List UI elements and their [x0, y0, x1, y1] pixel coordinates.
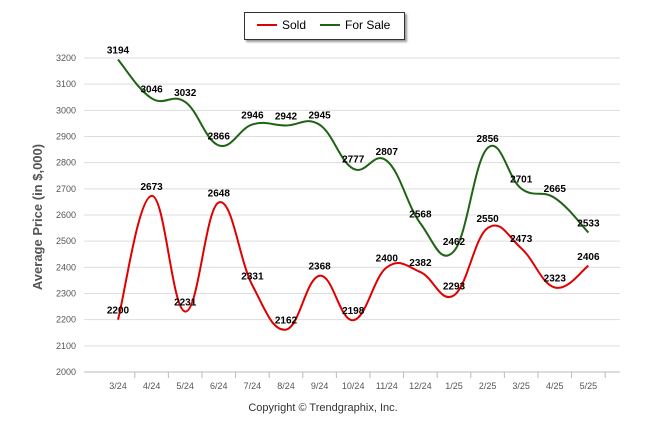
x-tick-label: 12/24 — [409, 381, 432, 391]
data-label: 2331 — [241, 271, 264, 282]
x-tick-label: 6/24 — [210, 381, 228, 391]
y-axis-label: Average Price (in $,000) — [30, 144, 45, 290]
data-label: 2807 — [376, 147, 399, 158]
data-label: 2473 — [510, 234, 533, 245]
data-label: 2648 — [208, 188, 231, 199]
series-lines — [117, 58, 590, 331]
data-label: 2406 — [577, 252, 600, 263]
x-tick-label: 4/25 — [546, 381, 564, 391]
axes: 2000 2100 2200 2300 2400 2500 2600 2700 2800 2900… — [56, 53, 620, 391]
legend-for-sale-swatch — [320, 24, 340, 26]
x-tick-label: 9/24 — [311, 381, 329, 391]
y-tick-label: 2600 — [56, 210, 76, 220]
data-label: 2533 — [577, 219, 600, 230]
y-tick-label: 2000 — [56, 367, 76, 377]
sold-line — [117, 194, 590, 331]
y-tick-label: 3100 — [56, 79, 76, 89]
data-label: 2942 — [275, 112, 298, 123]
legend-sold-label: Sold — [282, 18, 307, 32]
y-tick-label: 2700 — [56, 184, 76, 194]
legend: Sold For Sale — [244, 12, 405, 40]
data-label: 2673 — [140, 182, 163, 193]
data-label: 2665 — [544, 184, 567, 195]
data-label: 2945 — [308, 111, 331, 122]
y-tick-label: 2400 — [56, 262, 76, 272]
data-label: 2200 — [107, 306, 130, 317]
data-label: 2568 — [409, 209, 432, 220]
x-tick-label: 11/24 — [376, 381, 398, 391]
data-label: 2400 — [376, 253, 399, 264]
data-label: 2856 — [476, 134, 499, 145]
x-tick-label: 5/25 — [580, 381, 598, 391]
data-label: 3194 — [107, 46, 130, 57]
data-label: 2701 — [510, 175, 533, 186]
data-label: 3046 — [140, 84, 163, 95]
y-tick-label: 3200 — [56, 53, 76, 63]
data-label: 2293 — [443, 281, 466, 292]
data-label: 2550 — [476, 214, 499, 225]
y-tick-label: 2300 — [56, 289, 76, 299]
x-tick-label: 3/25 — [512, 381, 530, 391]
data-label: 3032 — [174, 88, 197, 99]
data-labels: 2200 2673 2231 2648 2331 2162 2368 2198 2400 2382… — [107, 46, 600, 327]
data-label: 2382 — [409, 258, 432, 269]
data-label: 2946 — [241, 110, 264, 121]
y-tick-label: 2100 — [56, 341, 76, 351]
data-label: 2462 — [443, 237, 466, 248]
x-tick-label: 4/24 — [143, 381, 161, 391]
x-tick-label: 8/24 — [277, 381, 295, 391]
y-tick-label: 2500 — [56, 236, 76, 246]
y-tick-label: 3000 — [56, 105, 76, 115]
x-tick-label: 5/24 — [176, 381, 194, 391]
data-label: 2323 — [544, 273, 567, 284]
legend-sold-swatch — [257, 24, 277, 26]
legend-for-sale-label: For Sale — [345, 18, 391, 32]
data-label: 2198 — [342, 306, 365, 317]
x-tick-label: 1/25 — [445, 381, 463, 391]
data-label: 2777 — [342, 155, 365, 166]
x-tick-label: 3/24 — [109, 381, 127, 391]
x-tick-label: 7/24 — [244, 381, 262, 391]
y-tick-label: 2900 — [56, 132, 76, 142]
x-tick-label: 2/25 — [479, 381, 497, 391]
data-label: 2866 — [208, 131, 231, 142]
data-label: 2162 — [275, 316, 298, 327]
grid-lines — [84, 57, 620, 373]
copyright-text: Copyright © Trendgraphix, Inc. — [248, 402, 398, 414]
for-sale-line — [117, 58, 590, 257]
data-label: 2368 — [308, 262, 331, 273]
data-label: 2231 — [174, 298, 197, 309]
x-tick-label: 10/24 — [342, 381, 365, 391]
y-tick-label: 2200 — [56, 315, 76, 325]
y-tick-label: 2800 — [56, 158, 76, 168]
